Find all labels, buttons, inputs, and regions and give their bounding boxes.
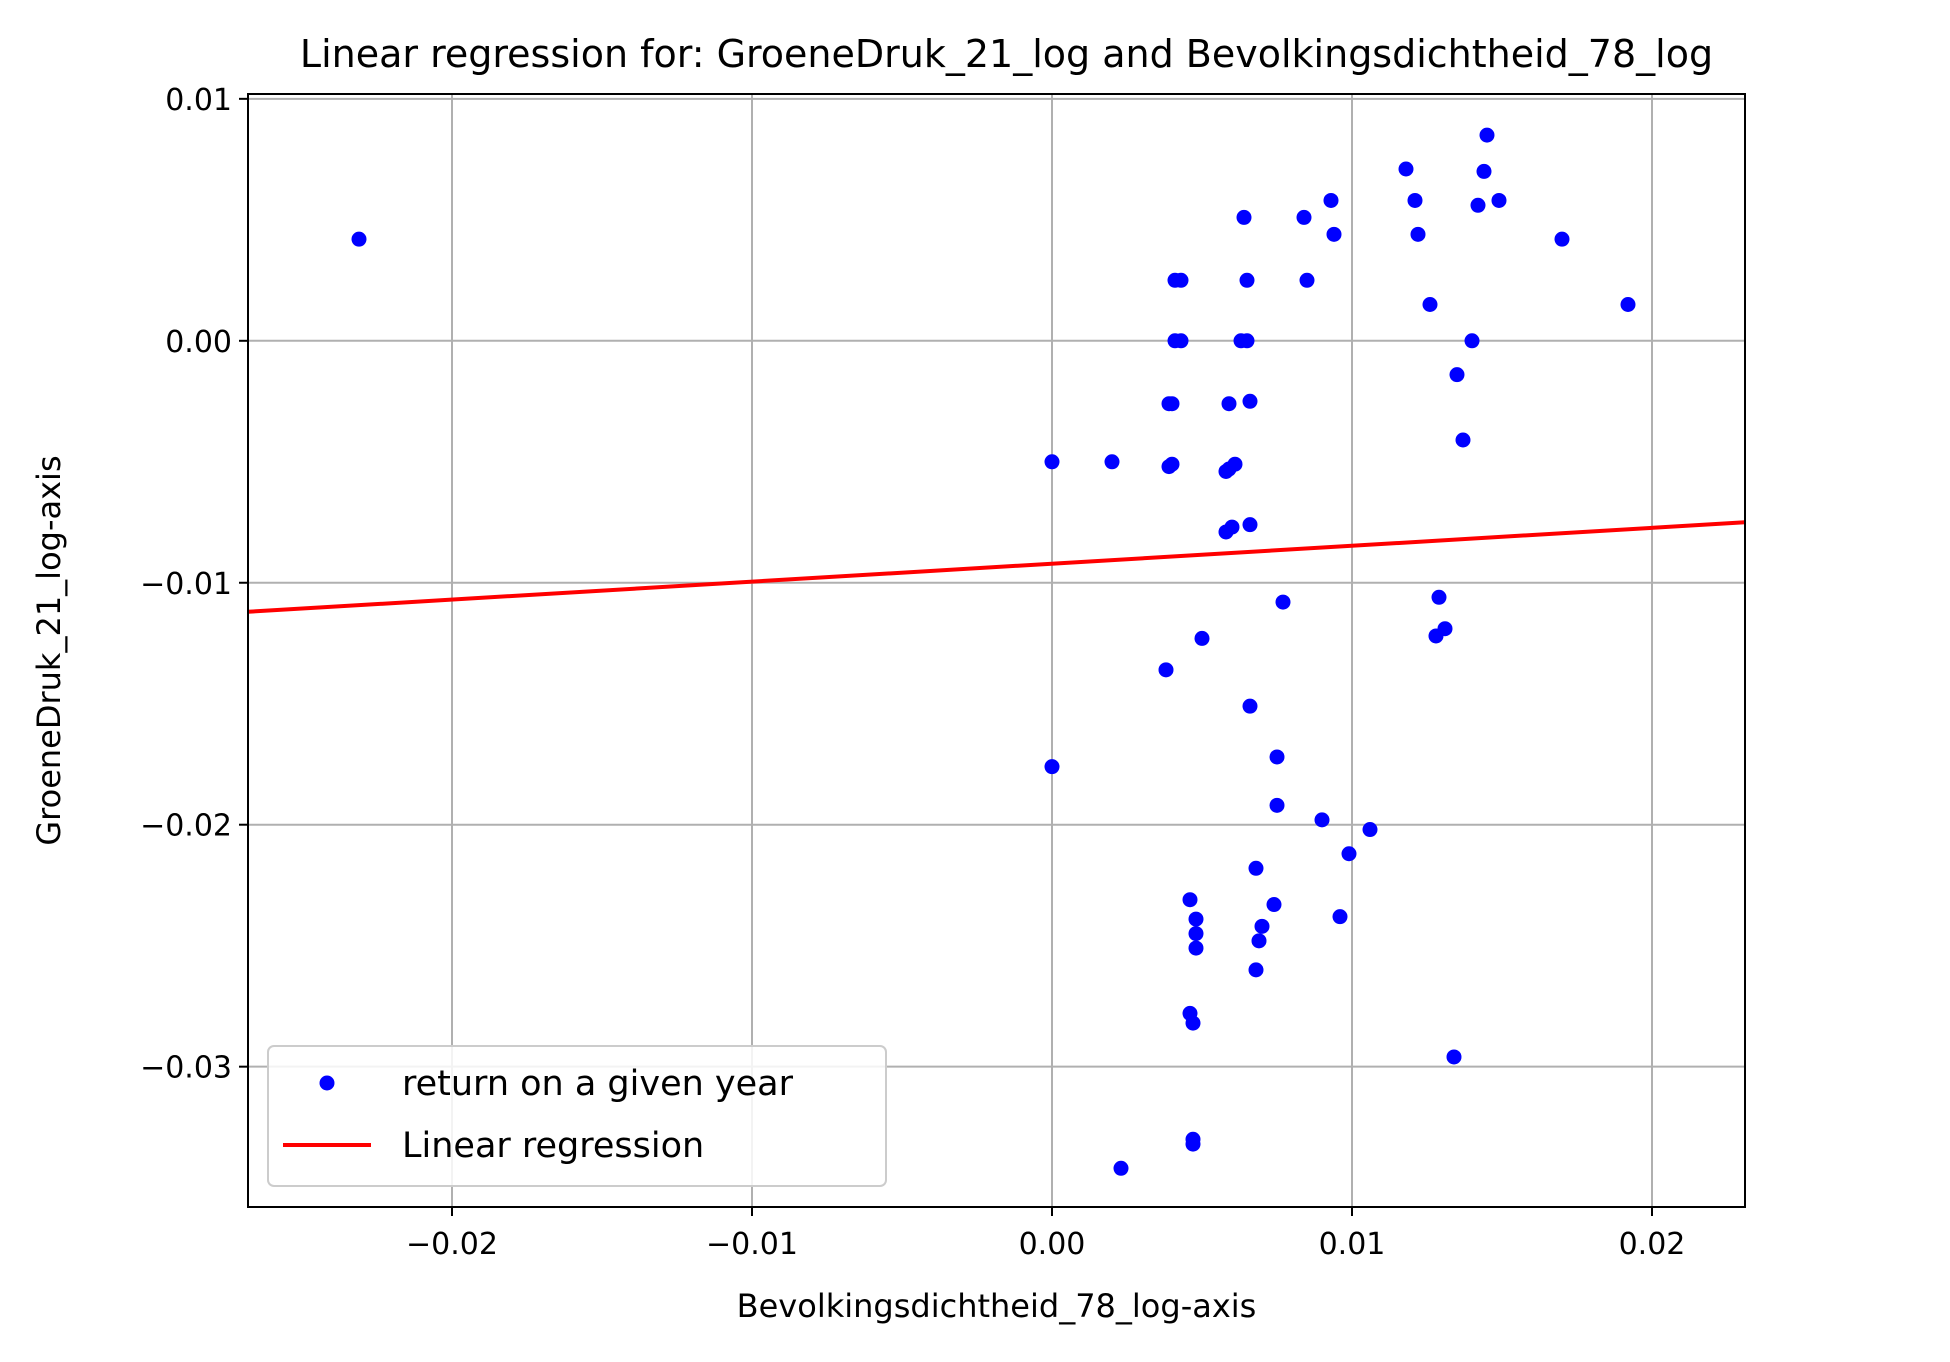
data-point — [1410, 226, 1426, 242]
x-axis-title: Bevolkingsdichtheid_78_log-axis — [737, 1287, 1257, 1325]
x-axis-ticks: −0.02 −0.01 0.00 0.01 0.02 — [406, 1207, 1685, 1262]
data-point — [1194, 630, 1210, 646]
x-tick-label: −0.01 — [706, 1227, 798, 1262]
data-point — [1296, 209, 1312, 225]
data-point — [1239, 333, 1255, 349]
data-point — [1314, 812, 1330, 828]
data-point — [1221, 396, 1237, 412]
chart-title: Linear regression for: GroeneDruk_21_log… — [300, 32, 1713, 76]
data-point — [1269, 797, 1285, 813]
plot-area-frame — [247, 93, 1746, 1208]
legend: return on a given year Linear regression — [267, 1045, 887, 1187]
legend-label-line: Linear regression — [402, 1126, 704, 1166]
y-tick-label: −0.01 — [140, 567, 232, 602]
data-point — [1242, 517, 1258, 533]
data-point — [1326, 226, 1342, 242]
legend-label-scatter: return on a given year — [402, 1064, 794, 1104]
data-point — [1254, 918, 1270, 934]
data-point — [1227, 456, 1243, 472]
data-point — [1188, 940, 1204, 956]
data-point — [1323, 192, 1339, 208]
x-tick-label: 0.02 — [1619, 1227, 1686, 1262]
y-tick-label: −0.03 — [140, 1051, 232, 1086]
data-point — [1173, 272, 1189, 288]
data-point — [1362, 822, 1378, 838]
grid-lines — [248, 94, 1745, 1207]
data-point — [1407, 192, 1423, 208]
regression-line-layer — [247, 520, 1746, 614]
data-point — [1437, 621, 1453, 637]
data-point — [1422, 297, 1438, 313]
y-tick-label: −0.02 — [140, 809, 232, 844]
data-point — [1446, 1049, 1462, 1065]
y-tick-label: 0.01 — [165, 83, 232, 118]
data-point — [1332, 909, 1348, 925]
regression-line — [247, 520, 1746, 614]
data-point — [1104, 454, 1120, 470]
data-point — [1236, 209, 1252, 225]
data-point — [1248, 962, 1264, 978]
data-point — [1044, 454, 1060, 470]
data-point — [1242, 393, 1258, 409]
data-point — [1113, 1160, 1129, 1176]
y-tick-label: 0.00 — [165, 325, 232, 360]
legend-box — [267, 1045, 887, 1187]
data-point — [1455, 432, 1471, 448]
data-point — [1431, 589, 1447, 605]
legend-marker-scatter — [319, 1075, 335, 1091]
data-point — [1476, 163, 1492, 179]
data-point — [1158, 662, 1174, 678]
data-point — [1248, 860, 1264, 876]
data-point — [1182, 892, 1198, 908]
data-point — [1398, 161, 1414, 177]
data-point — [1188, 926, 1204, 942]
data-point — [1266, 897, 1282, 913]
data-point — [1554, 231, 1570, 247]
x-tick-label: −0.02 — [406, 1227, 498, 1262]
data-point — [1242, 698, 1258, 714]
data-point — [1470, 197, 1486, 213]
data-point — [1491, 192, 1507, 208]
data-point — [1239, 272, 1255, 288]
scatter-points — [351, 127, 1636, 1176]
data-point — [1299, 272, 1315, 288]
data-point — [1164, 396, 1180, 412]
data-point — [1251, 933, 1267, 949]
data-point — [1464, 333, 1480, 349]
y-axis-ticks: 0.01 0.00 −0.01 −0.02 −0.03 — [140, 83, 248, 1086]
data-point — [1188, 911, 1204, 927]
data-point — [1341, 846, 1357, 862]
data-point — [1173, 333, 1189, 349]
y-axis-title: GroeneDruk_21_log-axis — [30, 455, 68, 845]
data-point — [1620, 297, 1636, 313]
data-point — [1479, 127, 1495, 143]
data-point — [1044, 759, 1060, 775]
data-point — [1449, 367, 1465, 383]
data-point — [1164, 456, 1180, 472]
data-point — [1185, 1136, 1201, 1152]
data-point — [351, 231, 367, 247]
data-point — [1224, 519, 1240, 535]
data-point — [1269, 749, 1285, 765]
x-tick-label: 0.00 — [1019, 1227, 1086, 1262]
x-tick-label: 0.01 — [1319, 1227, 1386, 1262]
data-point — [1185, 1015, 1201, 1031]
data-point — [1275, 594, 1291, 610]
